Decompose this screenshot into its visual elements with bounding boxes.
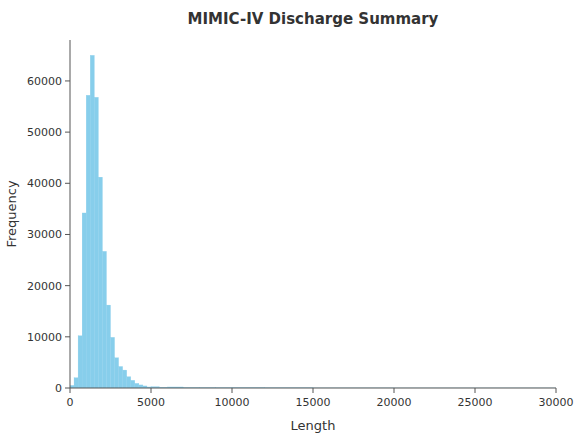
histogram-bar (131, 380, 135, 388)
histogram-bar (94, 97, 98, 388)
y-tick-label: 40000 (27, 177, 62, 190)
histogram-bar (123, 370, 127, 388)
x-tick (232, 388, 233, 393)
y-tick (65, 132, 70, 133)
x-tick (394, 388, 395, 393)
y-tick-label: 20000 (27, 280, 62, 293)
x-tick-label: 25000 (458, 396, 493, 409)
y-tick-label: 30000 (27, 228, 62, 241)
y-tick (65, 183, 70, 184)
y-tick-label: 0 (55, 382, 62, 395)
histogram-bar (98, 177, 102, 388)
y-axis-label: Frequency (4, 180, 19, 247)
histogram-bar (102, 251, 106, 388)
y-tick (65, 285, 70, 286)
histogram-bar (90, 55, 94, 388)
histogram-bar (106, 305, 110, 388)
y-tick-label: 60000 (27, 75, 62, 88)
x-axis-label: Length (291, 418, 336, 433)
y-tick (65, 234, 70, 235)
histogram-bar (78, 336, 82, 388)
histogram-bar (111, 337, 115, 388)
x-tick (556, 388, 557, 393)
x-tick-label: 10000 (215, 396, 250, 409)
y-tick-label: 50000 (27, 126, 62, 139)
x-tick-label: 15000 (296, 396, 331, 409)
x-tick (475, 388, 476, 393)
x-tick (151, 388, 152, 393)
histogram-bar (115, 358, 119, 388)
histogram-bar (119, 367, 123, 388)
x-tick-label: 5000 (137, 396, 165, 409)
histogram-bar (82, 213, 86, 388)
chart-svg: MIMIC-IV Discharge Summary 0 5000 10000 1500… (0, 0, 584, 444)
histogram-bar (135, 383, 139, 388)
histogram-bar (86, 95, 90, 388)
bars (70, 55, 556, 388)
y-tick (65, 388, 70, 389)
y-axis-line (70, 40, 71, 388)
y-tick-label: 10000 (27, 331, 62, 344)
x-tick (70, 388, 71, 393)
x-tick (313, 388, 314, 393)
x-tick-label: 30000 (539, 396, 574, 409)
histogram-bar (74, 378, 78, 388)
chart-title: MIMIC-IV Discharge Summary (188, 10, 439, 28)
y-tick (65, 80, 70, 81)
y-tick (65, 336, 70, 337)
x-tick-label: 20000 (377, 396, 412, 409)
x-tick-label: 0 (67, 396, 74, 409)
chart-container: MIMIC-IV Discharge Summary 0 5000 10000 1500… (0, 0, 584, 444)
histogram-bar (127, 377, 131, 388)
